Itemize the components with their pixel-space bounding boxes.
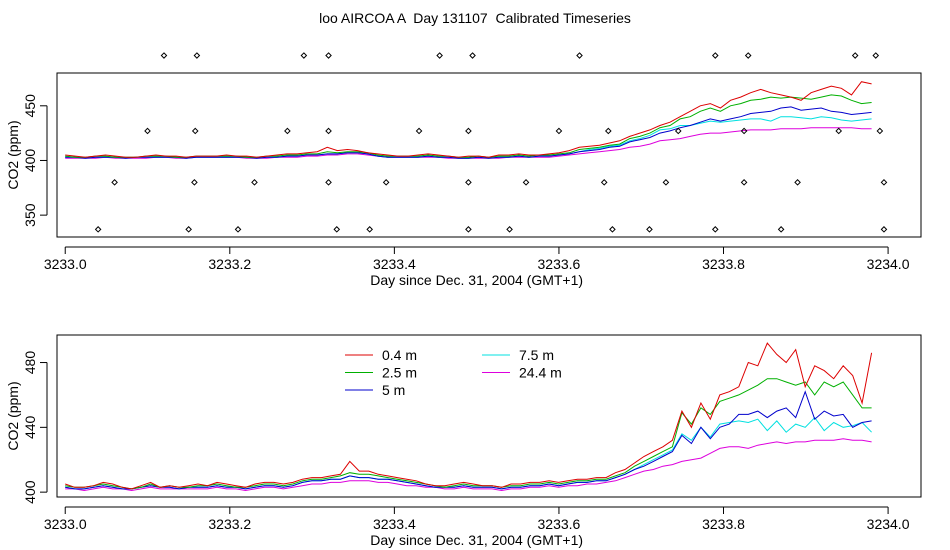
y-tick-label: 450: [22, 94, 38, 118]
x-tick-label: 3233.0: [44, 256, 87, 272]
flag-point: [415, 127, 423, 135]
flag-point: [284, 127, 291, 135]
x-tick-label: 3233.2: [208, 256, 251, 272]
plot-frame: [56, 334, 922, 498]
x-tick-label: 3233.6: [538, 256, 581, 272]
series-line-5m: [65, 390, 872, 490]
flag-point: [876, 127, 884, 135]
x-tick-label: 3233.2: [208, 516, 251, 532]
flag-point: [325, 127, 332, 135]
flag-point: [711, 52, 719, 59]
flag-point: [744, 52, 752, 59]
x-tick-label: 3233.8: [702, 256, 745, 272]
flag-point: [193, 52, 201, 59]
flag-point: [94, 226, 102, 233]
series-line-04m: [65, 81, 872, 158]
x-tick-label: 3234.0: [867, 516, 910, 532]
flag-point: [325, 179, 332, 186]
y-tick-label: 440: [22, 415, 38, 439]
legend-label: 7.5 m: [519, 347, 554, 363]
flag-point: [465, 127, 472, 135]
flag-point: [576, 52, 583, 59]
series-line-25m: [65, 94, 872, 158]
flag-point: [555, 127, 563, 135]
flag-point: [300, 52, 308, 59]
series-line-75m: [65, 116, 872, 159]
y-tick-label: 480: [22, 351, 38, 375]
flag-point: [144, 127, 151, 135]
series-line-75m: [65, 416, 872, 490]
legend-label: 0.4 m: [382, 347, 417, 363]
flag-point: [382, 179, 390, 186]
flag-point: [185, 226, 192, 233]
flag-point: [600, 179, 608, 186]
flag-point: [465, 179, 472, 186]
flag-point: [191, 127, 199, 135]
flag-point: [740, 127, 748, 135]
legend: 0.4 m 2.5 m5 m 7.5 m 24.4 m: [345, 347, 562, 398]
y-tick-label: 400: [22, 149, 38, 173]
flag-point: [794, 179, 801, 186]
series-line-244m: [65, 438, 872, 492]
x-tick-label: 3233.4: [373, 516, 416, 532]
chart-title: loo AIRCOA A Day 131107 Calibrated Times…: [319, 10, 631, 26]
flag-point: [777, 226, 785, 233]
flag-point: [234, 226, 242, 233]
flag-point: [522, 179, 530, 186]
bottom-panel: 3233.0 3233.2 3233.4 3233.6 3233.8 3234.0 Day …: [5, 334, 922, 548]
flag-point: [191, 179, 198, 186]
series-line-5m: [65, 106, 872, 159]
y-axis-label: CO2 (ppm): [5, 120, 21, 189]
flag-point: [880, 226, 888, 233]
flag-point: [325, 52, 332, 59]
series-line-04m: [65, 342, 873, 490]
flag-point: [674, 127, 682, 135]
y-tick-label: 350: [22, 203, 38, 227]
y-tick-label: 400: [22, 480, 38, 504]
legend-label: 5 m: [382, 382, 405, 398]
flag-point: [835, 127, 843, 135]
top-panel: 3233.0 3233.2 3233.4 3233.6 3233.8 3234.0 Day …: [5, 52, 922, 288]
x-tick-label: 3233.8: [702, 516, 745, 532]
flag-point: [609, 226, 616, 233]
x-tick-label: 3233.4: [373, 256, 416, 272]
flag-point: [436, 52, 443, 59]
x-tick-label: 3233.0: [44, 516, 87, 532]
series-line-25m: [65, 378, 872, 490]
flag-point: [872, 52, 880, 59]
plot-frame: [56, 72, 922, 238]
flag-point: [851, 52, 859, 59]
legend-label: 24.4 m: [519, 365, 562, 381]
flag-point: [740, 179, 748, 186]
flag-point: [711, 226, 719, 233]
flag-point: [111, 179, 118, 186]
flag-point: [465, 226, 472, 233]
flag-point: [605, 127, 612, 135]
legend-label: 2.5 m: [382, 365, 417, 381]
flag-point: [160, 52, 168, 59]
flag-point: [880, 179, 888, 186]
flag-point: [646, 226, 653, 233]
series-line-244m: [65, 127, 872, 159]
flag-point: [333, 226, 341, 233]
x-tick-label: 3233.6: [538, 516, 581, 532]
flag-point: [506, 226, 513, 233]
x-tick-label: 3234.0: [867, 256, 910, 272]
x-axis-label: Day since Dec. 31, 2004 (GMT+1): [370, 532, 583, 548]
flag-point: [469, 52, 476, 59]
y-axis-label: CO2 (ppm): [5, 381, 21, 450]
x-axis-label: Day since Dec. 31, 2004 (GMT+1): [370, 272, 583, 288]
flag-point: [251, 179, 258, 186]
flag-point: [662, 179, 670, 186]
flag-point: [366, 226, 373, 233]
